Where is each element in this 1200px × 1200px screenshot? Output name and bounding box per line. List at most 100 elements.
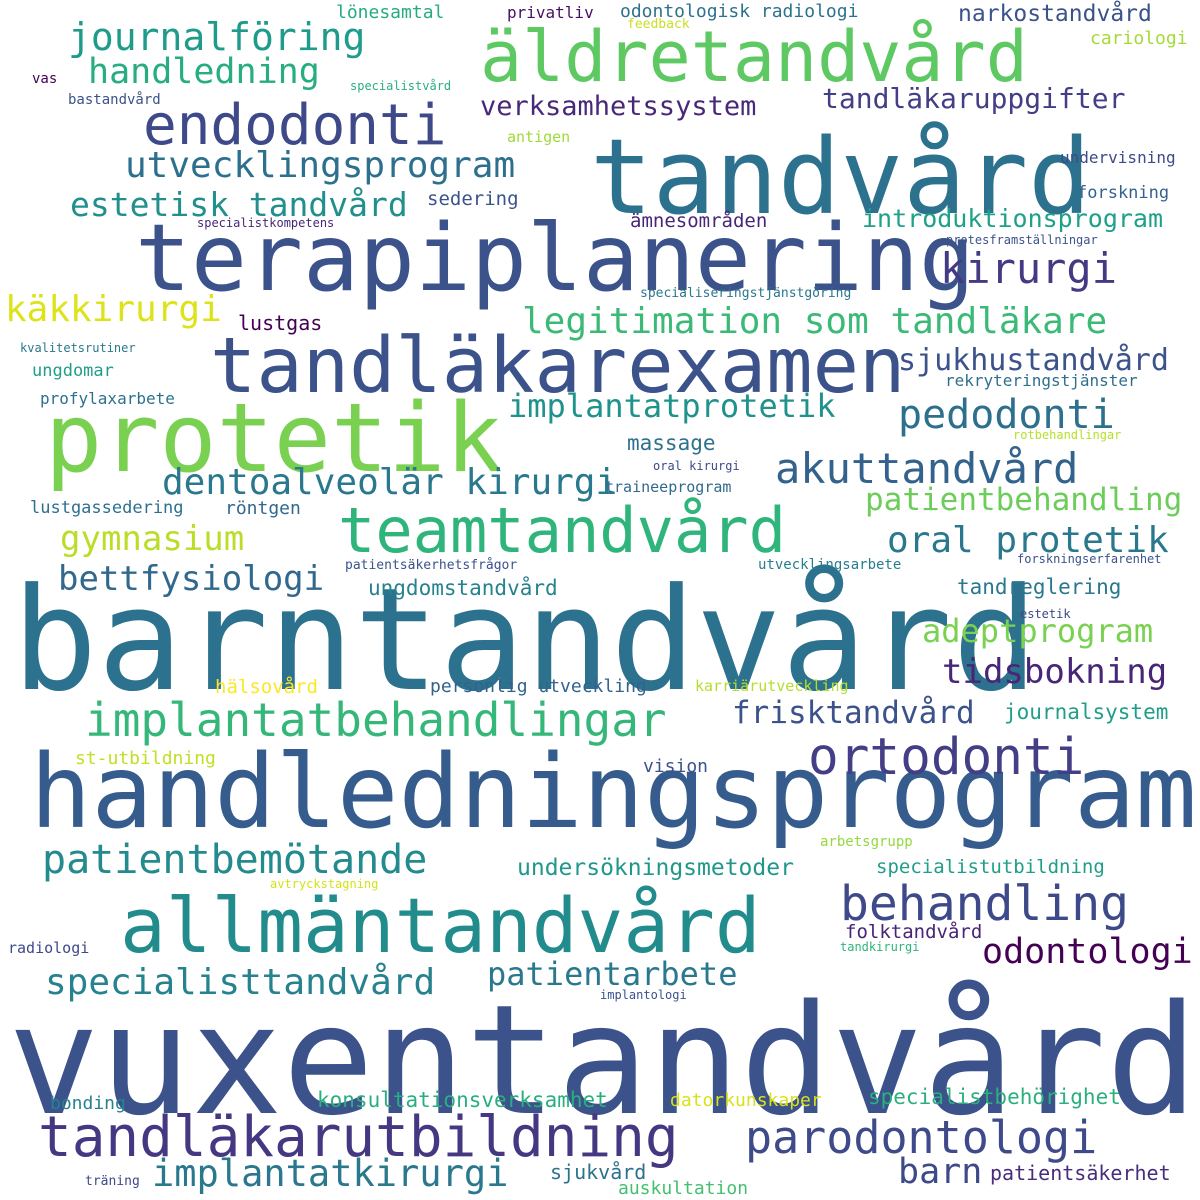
word-specialistbehorighet: specialistbehörighet: [868, 1085, 1121, 1109]
word-odontologi: odontologi: [982, 932, 1193, 972]
word-tandlakaruppgifter: tandläkaruppgifter: [822, 82, 1126, 115]
word-rontgen: röntgen: [225, 498, 301, 519]
word-specialisttandvard: specialisttandvård: [45, 962, 436, 1003]
word-kirurgi: kirurgi: [940, 244, 1118, 293]
word-lonesamtal: lönesamtal: [336, 2, 445, 23]
word-implantatbehandlingar: implantatbehandlingar: [85, 693, 667, 747]
word-oral-protetik: oral protetik: [887, 520, 1169, 561]
word-tandlakarutbildning: tandläkarutbildning: [38, 1105, 679, 1170]
word-datorkunskaper: datorkunskaper: [670, 1090, 822, 1111]
word-frisktandvard: frisktandvård: [732, 695, 975, 731]
word-sedering: sedering: [427, 188, 519, 210]
word-vuxentandvard: vuxentandvård: [8, 972, 1198, 1149]
word-bonding: bonding: [50, 1093, 126, 1114]
word-aldretandvard: äldretandvård: [480, 16, 1028, 98]
word-traineeprogram: traineeprogram: [605, 478, 732, 496]
word-oral-kirurgi: oral kirurgi: [653, 459, 740, 473]
word-utvecklingsarbete: utvecklingsarbete: [758, 557, 902, 573]
word-tidsbokning: tidsbokning: [942, 652, 1168, 692]
word-patientsakerhet: patientsäkerhet: [990, 1161, 1171, 1185]
word-dentoalveolar-kirurgi: dentoalveolär kirurgi: [162, 462, 618, 503]
word-parodontologi: parodontologi: [745, 1111, 1098, 1164]
word-cariologi: cariologi: [1090, 28, 1188, 49]
word-halsovard: hälsovård: [215, 676, 318, 698]
word-arbetsgrupp: arbetsgrupp: [820, 834, 913, 850]
word-patientsakerhetsfragor: patientsäkerhetsfrågor: [345, 558, 518, 573]
word-estetisk-tandvard: estetisk tandvård: [70, 185, 408, 224]
word-lustgas: lustgas: [238, 311, 323, 335]
word-tandlakarexamen: tandläkarexamen: [210, 322, 906, 411]
word-feedback: feedback: [627, 17, 690, 32]
word-antigen: antigen: [507, 128, 571, 146]
word-pedodonti: pedodonti: [898, 392, 1115, 438]
word-vision: vision: [643, 756, 709, 777]
word-barntandvard: barntandvård: [12, 558, 1038, 723]
word-massage: massage: [627, 431, 716, 455]
word-privatliv: privatliv: [507, 3, 594, 22]
word-protetik: protetik: [45, 384, 503, 494]
word-vas: vas: [32, 71, 58, 87]
word-auskultation: auskultation: [618, 1178, 749, 1199]
word-implantologi: implantologi: [600, 988, 687, 1002]
word-journalforing: journalföring: [68, 15, 366, 59]
word-specialiseringstjanstgoring: specialiseringstjänstgöring: [640, 286, 852, 301]
word-introduktionsprogram: introduktionsprogram: [862, 204, 1164, 233]
word-avtryckstagning: avtryckstagning: [270, 877, 379, 891]
word-legitimation-som-tandlakare: legitimation som tandläkare: [522, 301, 1108, 342]
word-personlig-utveckling: personlig utveckling: [430, 676, 647, 697]
word-undervisning: undervisning: [1060, 148, 1176, 167]
word-estetik: estetik: [1020, 607, 1071, 621]
word-rotbehandlingar: rotbehandlingar: [1013, 428, 1122, 442]
word-tandkirurgi: tandkirurgi: [840, 940, 920, 954]
word-bettfysiologi: bettfysiologi: [58, 559, 325, 599]
word-folktandvard: folktandvård: [845, 921, 983, 943]
word-terapiplanering: terapiplanering: [135, 204, 975, 312]
word-specialistvard: specialistvård: [350, 79, 452, 93]
word-journalsystem: journalsystem: [1004, 700, 1169, 724]
word-rekryteringstjanster: rekryteringstjänster: [945, 371, 1138, 390]
word-amnesomraden: ämnesområden: [630, 210, 768, 232]
word-sjukhustandvard: sjukhustandvård: [898, 343, 1169, 378]
word-implantatprotetik: implantatprotetik: [508, 387, 836, 425]
word-patientbehandling: patientbehandling: [865, 482, 1183, 518]
word-lustgassedering: lustgassedering: [30, 498, 184, 518]
word-radiologi: radiologi: [8, 939, 90, 957]
word-kvalitetsrutiner: kvalitetsrutiner: [20, 341, 136, 355]
word-ungdomar: ungdomar: [32, 361, 114, 381]
word-traning: träning: [85, 1174, 140, 1189]
word-akuttandvard: akuttandvård: [775, 444, 1079, 493]
word-kakkirurgi: käkkirurgi: [5, 289, 222, 330]
word-utvecklingsprogram: utvecklingsprogram: [125, 145, 516, 186]
word-ungdomstandvard: ungdomstandvård: [368, 576, 558, 600]
word-handledningsprogram: handledningsprogram: [30, 733, 1197, 852]
word-karriarutveckling: karriärutveckling: [695, 677, 849, 695]
word-st-utbildning: st-utbildning: [75, 748, 216, 769]
word-implantatkirurgi: implantatkirurgi: [152, 1152, 509, 1195]
word-undersokningsmetoder: undersökningsmetoder: [517, 855, 794, 881]
word-barn: barn: [898, 1152, 983, 1192]
word-konsultationsverksamhet: konsultationsverksamhet: [317, 1088, 608, 1112]
word-endodonti: endodonti: [143, 93, 447, 158]
word-gymnasium: gymnasium: [60, 519, 245, 559]
word-specialistutbildning: specialistutbildning: [876, 856, 1105, 878]
word-profylaxarbete: profylaxarbete: [40, 389, 175, 408]
word-verksamhetssystem: verksamhetssystem: [480, 91, 757, 122]
word-patientbemotande: patientbemötande: [42, 837, 428, 883]
word-forskning: forskning: [1077, 183, 1170, 203]
word-adeptprogram: adeptprogram: [922, 612, 1154, 650]
word-teamtandvard: teamtandvård: [338, 494, 786, 567]
word-patientarbete: patientarbete: [487, 955, 738, 993]
word-sjukvard: sjukvård: [550, 1160, 647, 1184]
word-behandling: behandling: [840, 876, 1129, 932]
word-forskningserfarenhet: forskningserfarenhet: [1017, 552, 1162, 566]
word-narkostandvard: narkostandvård: [958, 1, 1152, 27]
word-bastandvard: bastandvård: [68, 92, 161, 108]
word-ortodonti: ortodonti: [808, 728, 1085, 787]
word-tandvard: tandvård: [590, 116, 1091, 238]
word-protesframstallningar: protesframställningar: [946, 233, 1098, 247]
word-tandreglering: tandreglering: [957, 575, 1122, 599]
word-handledning: handledning: [88, 52, 320, 92]
word-specialistkompetens: specialistkompetens: [197, 216, 335, 230]
word-allmantandvard: allmäntandvård: [120, 881, 761, 970]
